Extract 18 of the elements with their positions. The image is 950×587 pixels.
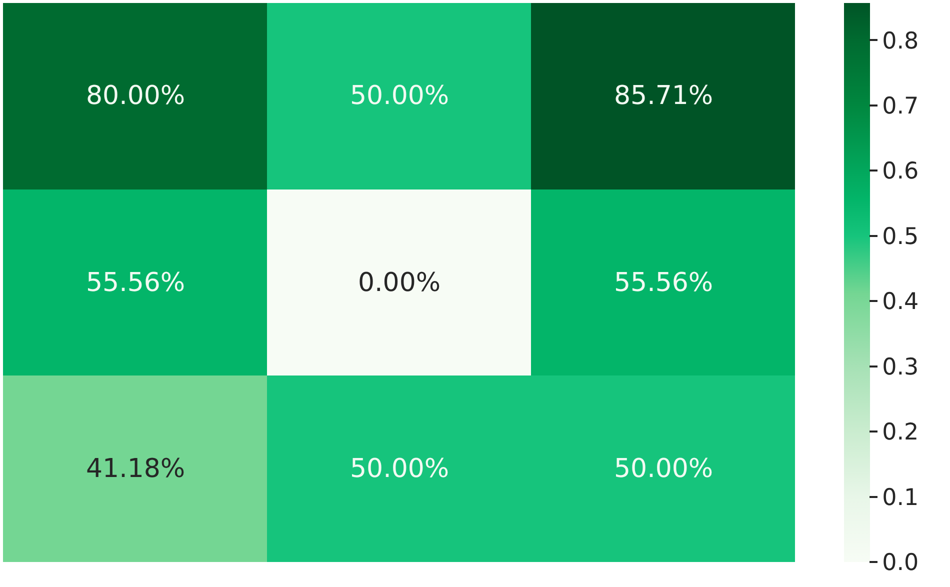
data-label: 80.00% xyxy=(86,81,186,111)
data-label: 55.56% xyxy=(86,268,186,298)
color-bar-label: 0.3 xyxy=(882,354,919,380)
data-label: 85.71% xyxy=(614,81,714,111)
data-label: 0.00% xyxy=(358,268,441,298)
data-label: 50.00% xyxy=(350,81,450,111)
color-bar-label: 0.6 xyxy=(882,158,919,185)
data-label: 41.18% xyxy=(86,454,186,484)
data-label: 55.56% xyxy=(614,268,714,298)
color-bar-label: 0.8 xyxy=(882,28,919,54)
color-bar-label: 0.2 xyxy=(882,420,919,446)
data-label: 50.00% xyxy=(614,454,714,484)
color-bar-label: 0.7 xyxy=(882,94,919,120)
color-bar-label: 0.1 xyxy=(882,484,919,511)
data-label: 50.00% xyxy=(350,454,450,484)
color-bar-label: 0.0 xyxy=(882,550,919,576)
color-bar-label: 0.4 xyxy=(882,289,919,316)
color-bar-label: 0.5 xyxy=(882,224,919,250)
